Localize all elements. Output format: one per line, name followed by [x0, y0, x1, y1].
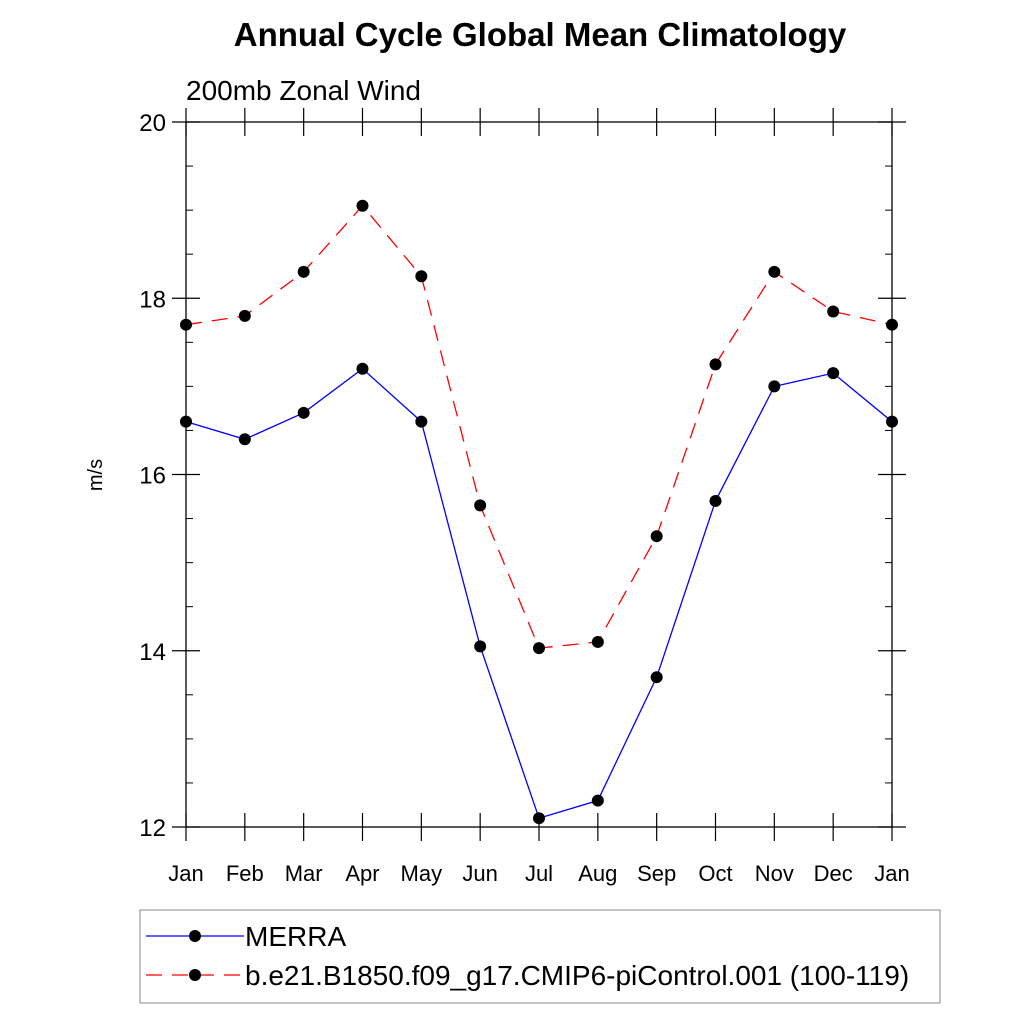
x-tick-label: May: [401, 861, 443, 886]
data-point-cesm: [238, 309, 251, 322]
x-tick-label: Oct: [698, 861, 732, 886]
data-point-merra: [650, 671, 663, 684]
data-point-merra: [356, 362, 369, 375]
data-point-merra: [827, 367, 840, 380]
series-markers: [180, 199, 898, 825]
y-tick-label: 12: [139, 815, 166, 842]
data-point-merra: [591, 794, 604, 807]
data-point-cesm: [768, 265, 781, 278]
y-tick-label: 16: [139, 463, 166, 490]
legend-entry-cesm: b.e21.B1850.f09_g17.CMIP6-piControl.001 …: [146, 960, 909, 991]
y-axis-label: m/s: [85, 459, 107, 491]
y-tick-label: 20: [139, 110, 166, 137]
x-tick-label: Mar: [285, 861, 323, 886]
data-point-cesm: [709, 358, 722, 371]
legend-marker-merra: [189, 930, 201, 942]
chart-subtitle: 200mb Zonal Wind: [186, 75, 421, 106]
plot-frame: [185, 121, 893, 828]
series-lines: [185, 204, 893, 819]
legend-entry-merra: MERRA: [146, 921, 346, 952]
data-point-cesm: [886, 318, 898, 331]
legend-box: [139, 909, 941, 1004]
x-tick-label: Sep: [637, 861, 676, 886]
data-point-merra: [768, 380, 781, 393]
x-tick-label: Jul: [525, 861, 553, 886]
series-line-merra: [185, 367, 893, 819]
x-tick-label: Apr: [345, 861, 379, 886]
data-point-cesm: [827, 305, 840, 318]
data-point-merra: [474, 640, 487, 653]
data-point-cesm: [297, 265, 310, 278]
x-tick-label: Dec: [814, 861, 853, 886]
data-point-merra: [886, 415, 898, 428]
x-tick-label: Jun: [462, 861, 497, 886]
x-tick-label: Aug: [578, 861, 617, 886]
x-tick-label: Jan: [874, 861, 909, 886]
data-point-cesm: [533, 642, 545, 655]
data-point-cesm: [650, 530, 663, 543]
series-line-cesm: [185, 204, 893, 649]
y-tick-label: 18: [139, 286, 166, 313]
data-point-merra: [180, 415, 192, 428]
legend-label-cesm: b.e21.B1850.f09_g17.CMIP6-piControl.001 …: [245, 960, 909, 991]
axis-ticks: 12 14 16 18 20 Jan Feb Mar Apr May Jun Jul Aug Sep Oct…: [139, 108, 910, 886]
x-tick-label: Feb: [226, 861, 264, 886]
legend-label-merra: MERRA: [245, 921, 346, 952]
x-tick-label: Jan: [168, 861, 203, 886]
data-point-cesm: [474, 499, 487, 512]
data-point-merra: [415, 415, 428, 428]
data-point-merra: [238, 433, 251, 446]
chart-title: Annual Cycle Global Mean Climatology: [234, 16, 847, 53]
data-point-cesm: [591, 635, 604, 648]
x-tick-label: Nov: [755, 861, 794, 886]
data-point-cesm: [180, 318, 192, 331]
data-point-merra: [709, 494, 722, 507]
y-tick-label: 14: [139, 639, 166, 666]
data-point-cesm: [356, 199, 369, 212]
data-point-merra: [297, 406, 310, 419]
data-point-cesm: [415, 270, 428, 283]
legend-marker-cesm: [189, 969, 201, 981]
legend: MERRA b.e21.B1850.f09_g17.CMIP6-piContro…: [139, 909, 941, 1004]
data-point-merra: [533, 812, 545, 825]
